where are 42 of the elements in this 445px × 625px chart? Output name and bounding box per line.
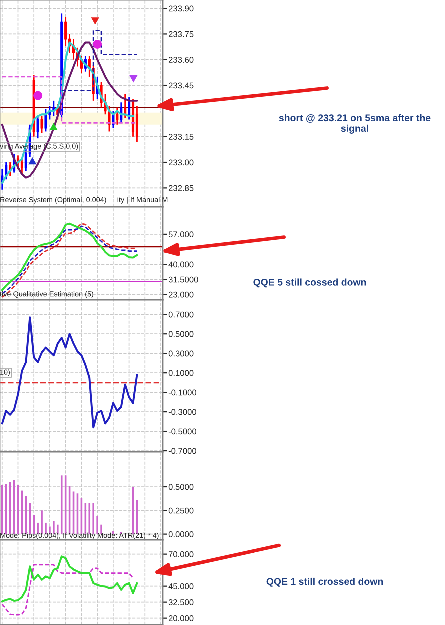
line-series (1, 316, 138, 429)
y-tick-label: 232.85 (168, 185, 194, 192)
y-tick-label: 0.3000 (168, 350, 194, 357)
point (93, 40, 102, 49)
y-tick-label: 32.500 (168, 600, 194, 606)
y-tick-label: 0.1000 (168, 370, 194, 376)
y-tick-label: 0.5000 (168, 484, 194, 490)
y-tick-label: 40.000 (168, 262, 194, 268)
line-series (2, 564, 134, 616)
y-tick-label: 233.75 (168, 31, 194, 38)
y-tick-label: -0.1000 (168, 390, 196, 396)
y-tick-label: 233.60 (168, 57, 194, 63)
point (34, 91, 43, 100)
y-tick-label: 45.000 (168, 584, 194, 590)
y-tick-label: 233.15 (168, 134, 194, 140)
y-tick-label: 0.0000 (168, 532, 194, 538)
y-tick-label: 70.000 (168, 552, 194, 558)
text: QQE 1 still crossed down (266, 578, 384, 587)
y-tick-label: 0.2500 (168, 508, 194, 514)
y-tick-label: 57.000 (168, 232, 194, 238)
y-tick-label: 23.000 (168, 292, 194, 298)
y-tick-label: 31.5000 (168, 276, 198, 283)
candlestick (116, 107, 119, 126)
candlestick (20, 158, 24, 176)
candlestick (64, 16, 68, 47)
text: short @ 233.21 on 5sma after the signal (279, 114, 431, 134)
y-tick-label: 0.5000 (168, 331, 194, 338)
candlestick (136, 105, 139, 143)
y-tick-label: 0.7000 (168, 312, 194, 318)
y-tick-label: 233.45 (168, 82, 194, 89)
candlestick (44, 108, 48, 132)
y-tick-label: 20.000 (168, 616, 194, 622)
text: QQE 5 still cossed down (254, 278, 366, 288)
y-tick-label: -0.5000 (168, 428, 196, 435)
y-tick-label: 233.90 (168, 6, 194, 12)
candlestick (36, 116, 40, 140)
candlestick (40, 116, 44, 134)
y-tick-label: -0.3000 (168, 409, 196, 416)
y-tick-label: 233.00 (168, 160, 194, 166)
y-tick-label: -0.7000 (168, 448, 196, 454)
line-series (1, 556, 138, 603)
candlestick (128, 96, 131, 120)
